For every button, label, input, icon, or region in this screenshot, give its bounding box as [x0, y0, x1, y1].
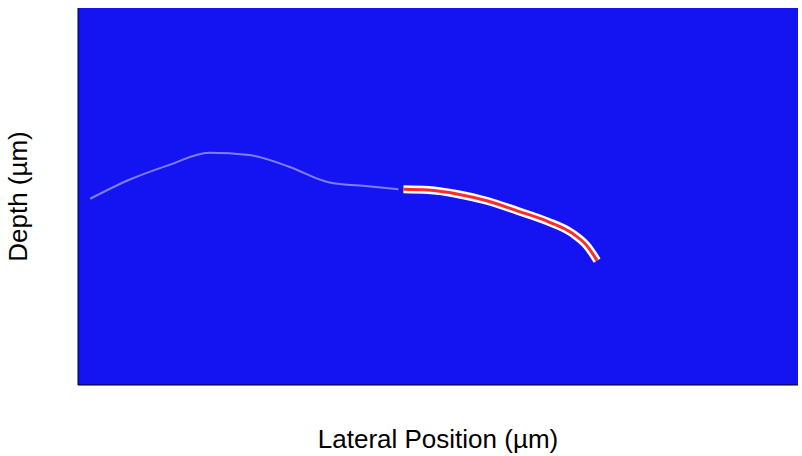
svg-text:Depth (µm): Depth (µm)	[3, 131, 33, 262]
svg-text:Lateral Position (µm): Lateral Position (µm)	[318, 424, 558, 454]
